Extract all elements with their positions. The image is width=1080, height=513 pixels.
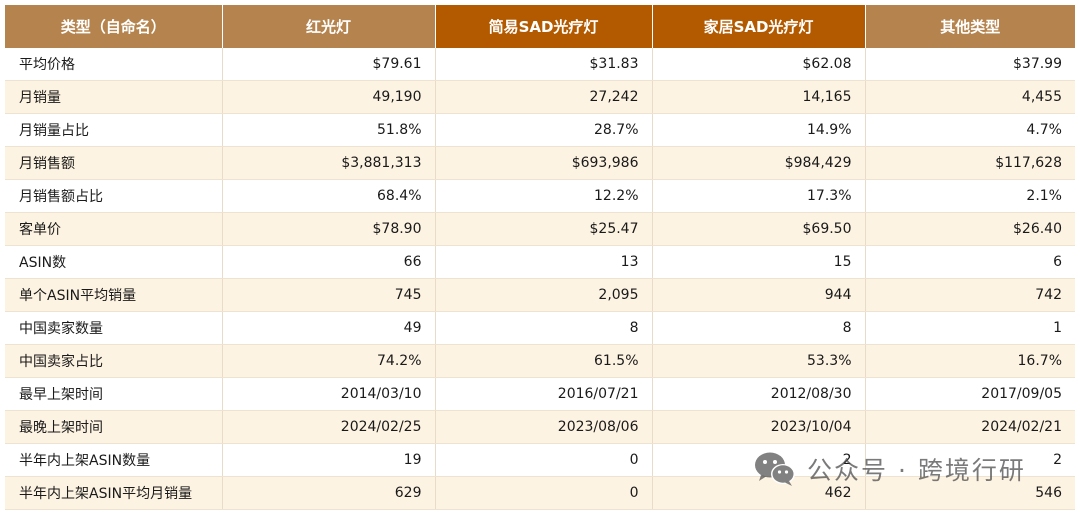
table-cell: 2024/02/25 bbox=[222, 410, 436, 444]
table-cell: 546 bbox=[865, 476, 1075, 510]
table-cell: 2 bbox=[865, 443, 1075, 477]
table-cell: $26.40 bbox=[865, 212, 1075, 246]
table-cell: 66 bbox=[222, 245, 436, 279]
table-cell: 2 bbox=[652, 443, 866, 477]
table-cell: 2024/02/21 bbox=[865, 410, 1075, 444]
table-cell: 17.3% bbox=[652, 179, 866, 213]
table-cell: 742 bbox=[865, 278, 1075, 312]
header-home-sad-lamp: 家居SAD光疗灯 bbox=[652, 5, 866, 48]
row-label: 单个ASIN平均销量 bbox=[5, 278, 223, 312]
table-cell: 61.5% bbox=[435, 344, 653, 378]
table-cell: 2023/08/06 bbox=[435, 410, 653, 444]
table-row: 平均价格 $79.61 $31.83 $62.08 $37.99 bbox=[5, 48, 1075, 81]
table-cell: $69.50 bbox=[652, 212, 866, 246]
table-row: 中国卖家占比 74.2% 61.5% 53.3% 16.7% bbox=[5, 344, 1075, 378]
table-cell: 2,095 bbox=[435, 278, 653, 312]
table-cell: $62.08 bbox=[652, 48, 866, 81]
table-cell: 944 bbox=[652, 278, 866, 312]
table-cell: 2.1% bbox=[865, 179, 1075, 213]
table-row: ASIN数 66 13 15 6 bbox=[5, 245, 1075, 279]
header-other-type: 其他类型 bbox=[865, 5, 1075, 48]
table-cell: $25.47 bbox=[435, 212, 653, 246]
row-label: 最早上架时间 bbox=[5, 377, 223, 411]
table-cell: 6 bbox=[865, 245, 1075, 279]
table-cell: 16.7% bbox=[865, 344, 1075, 378]
table-row: 半年内上架ASIN数量 19 0 2 2 bbox=[5, 443, 1075, 477]
table-header-row: 类型（自命名） 红光灯 简易SAD光疗灯 家居SAD光疗灯 其他类型 bbox=[5, 5, 1075, 48]
table-row: 单个ASIN平均销量 745 2,095 944 742 bbox=[5, 278, 1075, 312]
table-row: 最晚上架时间 2024/02/25 2023/08/06 2023/10/04 2024… bbox=[5, 410, 1075, 444]
table-row: 客单价 $78.90 $25.47 $69.50 $26.40 bbox=[5, 212, 1075, 246]
table-cell: 2012/08/30 bbox=[652, 377, 866, 411]
table-cell: 8 bbox=[652, 311, 866, 345]
table-cell: 19 bbox=[222, 443, 436, 477]
row-label: ASIN数 bbox=[5, 245, 223, 279]
table-cell: $37.99 bbox=[865, 48, 1075, 81]
table-cell: 13 bbox=[435, 245, 653, 279]
table-row: 最早上架时间 2014/03/10 2016/07/21 2012/08/30 2017… bbox=[5, 377, 1075, 411]
table-cell: 2023/10/04 bbox=[652, 410, 866, 444]
row-label: 平均价格 bbox=[5, 48, 223, 81]
table-cell: 4,455 bbox=[865, 80, 1075, 114]
table-cell: 1 bbox=[865, 311, 1075, 345]
table-cell: 27,242 bbox=[435, 80, 653, 114]
table-cell: 12.2% bbox=[435, 179, 653, 213]
table-cell: 49,190 bbox=[222, 80, 436, 114]
row-label: 中国卖家占比 bbox=[5, 344, 223, 378]
table-cell: 2016/07/21 bbox=[435, 377, 653, 411]
table-row: 中国卖家数量 49 8 8 1 bbox=[5, 311, 1075, 345]
table-cell: 49 bbox=[222, 311, 436, 345]
table-cell: $984,429 bbox=[652, 146, 866, 180]
row-label: 半年内上架ASIN平均月销量 bbox=[5, 476, 223, 510]
table-cell: 8 bbox=[435, 311, 653, 345]
table-cell: 2017/09/05 bbox=[865, 377, 1075, 411]
header-red-light: 红光灯 bbox=[222, 5, 436, 48]
table-cell: 14,165 bbox=[652, 80, 866, 114]
row-label: 客单价 bbox=[5, 212, 223, 246]
table-cell: 0 bbox=[435, 443, 653, 477]
table-cell: $117,628 bbox=[865, 146, 1075, 180]
row-label: 月销量 bbox=[5, 80, 223, 114]
table-row: 月销售额 $3,881,313 $693,986 $984,429 $117,628 bbox=[5, 146, 1075, 180]
table-cell: 15 bbox=[652, 245, 866, 279]
table-cell: 2014/03/10 bbox=[222, 377, 436, 411]
table-cell: 14.9% bbox=[652, 113, 866, 147]
table-cell: $693,986 bbox=[435, 146, 653, 180]
table-cell: 74.2% bbox=[222, 344, 436, 378]
table-cell: $78.90 bbox=[222, 212, 436, 246]
table-cell: 51.8% bbox=[222, 113, 436, 147]
row-label: 最晚上架时间 bbox=[5, 410, 223, 444]
table-cell: 0 bbox=[435, 476, 653, 510]
table-cell: $31.83 bbox=[435, 48, 653, 81]
table-row: 月销量 49,190 27,242 14,165 4,455 bbox=[5, 80, 1075, 114]
header-type: 类型（自命名） bbox=[5, 5, 223, 48]
table-cell: $79.61 bbox=[222, 48, 436, 81]
row-label: 月销售额占比 bbox=[5, 179, 223, 213]
comparison-table: 类型（自命名） 红光灯 简易SAD光疗灯 家居SAD光疗灯 其他类型 平均价格 $… bbox=[5, 5, 1075, 510]
table-row: 月销量占比 51.8% 28.7% 14.9% 4.7% bbox=[5, 113, 1075, 147]
data-table-container: 类型（自命名） 红光灯 简易SAD光疗灯 家居SAD光疗灯 其他类型 平均价格 $… bbox=[5, 5, 1075, 510]
table-cell: 4.7% bbox=[865, 113, 1075, 147]
table-cell: 53.3% bbox=[652, 344, 866, 378]
table-row: 月销售额占比 68.4% 12.2% 17.3% 2.1% bbox=[5, 179, 1075, 213]
row-label: 月销售额 bbox=[5, 146, 223, 180]
table-row: 半年内上架ASIN平均月销量 629 0 462 546 bbox=[5, 476, 1075, 510]
row-label: 月销量占比 bbox=[5, 113, 223, 147]
table-cell: $3,881,313 bbox=[222, 146, 436, 180]
header-simple-sad-lamp: 简易SAD光疗灯 bbox=[435, 5, 653, 48]
table-cell: 28.7% bbox=[435, 113, 653, 147]
table-cell: 68.4% bbox=[222, 179, 436, 213]
row-label: 半年内上架ASIN数量 bbox=[5, 443, 223, 477]
table-cell: 462 bbox=[652, 476, 866, 510]
table-cell: 745 bbox=[222, 278, 436, 312]
row-label: 中国卖家数量 bbox=[5, 311, 223, 345]
table-cell: 629 bbox=[222, 476, 436, 510]
